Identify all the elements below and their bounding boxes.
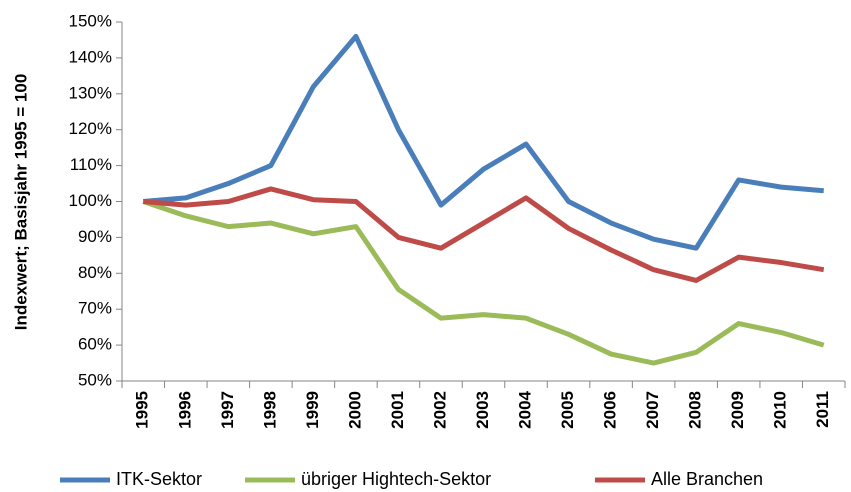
series-line [143,186,825,283]
x-tick-label: 2011 [813,391,832,428]
y-tick-label: 70% [78,299,112,318]
x-tick-label: 2000 [345,391,364,429]
series-line [142,199,825,366]
x-tick-label: 1999 [303,391,322,429]
y-tick-label: 130% [69,83,112,102]
y-tick-label: 90% [78,227,112,246]
x-tick-label: 2002 [430,391,449,429]
x-tick-label: 2001 [388,391,407,429]
x-tick-label: 2010 [771,391,790,429]
x-tick-label: 2004 [516,390,535,428]
legend-label: Alle Branchen [651,469,763,489]
x-tick-label: 1998 [260,391,279,429]
legend-label: übriger Hightech-Sektor [301,469,491,489]
y-tick-label: 80% [78,263,112,282]
series-line [143,33,824,251]
y-tick-label: 60% [78,335,112,354]
x-tick-label: 2006 [601,391,620,429]
legend-label: ITK-Sektor [116,469,202,489]
y-tick-label: 120% [69,119,112,138]
x-tick-label: 2007 [643,391,662,429]
x-tick-label: 1997 [218,391,237,429]
y-axis-label: Indexwert; Basisjahr 1995 = 100 [11,74,30,331]
y-tick-label: 50% [78,370,112,389]
y-tick-label: 100% [69,191,112,210]
y-tick-label: 140% [69,47,112,66]
x-tick-label: 2009 [728,391,747,429]
x-tick-label: 2008 [686,391,705,429]
x-tick-label: 1995 [133,391,152,429]
y-tick-label: 110% [70,155,112,174]
y-tick-label: 150% [69,11,112,30]
x-tick-label: 1996 [175,391,194,429]
x-tick-label: 2003 [473,391,492,429]
x-tick-label: 2005 [558,391,577,429]
